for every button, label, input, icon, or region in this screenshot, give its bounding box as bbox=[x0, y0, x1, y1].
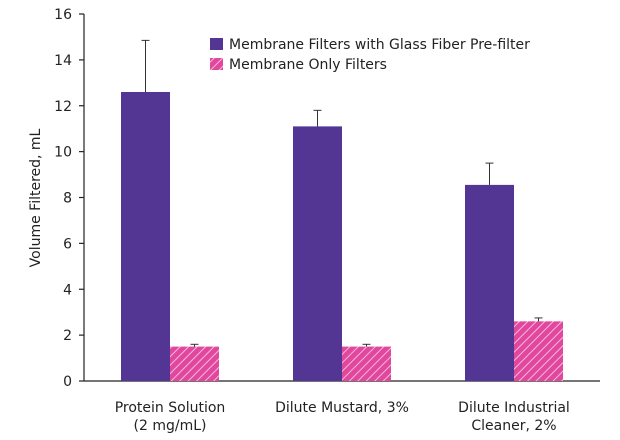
x-tick-label: Dilute Mustard, 3% bbox=[275, 400, 409, 416]
x-tick-label: (2 mg/mL) bbox=[134, 418, 207, 434]
y-tick-label: 0 bbox=[63, 374, 72, 390]
bar-series2-cat2 bbox=[342, 346, 391, 381]
y-tick-label: 2 bbox=[63, 328, 72, 344]
y-ticks: 0 2 4 6 8 10 12 14 16 bbox=[54, 7, 84, 390]
x-tick-label: Cleaner, 2% bbox=[471, 418, 556, 434]
bars bbox=[121, 91, 563, 382]
y-tick-label: 16 bbox=[54, 7, 72, 23]
bar-series2-cat1 bbox=[170, 346, 219, 381]
y-tick-label: 6 bbox=[63, 236, 72, 252]
legend-label-series1: Membrane Filters with Glass Fiber Pre-fi… bbox=[229, 37, 530, 53]
y-tick-label: 8 bbox=[63, 191, 72, 207]
legend-swatch-series2 bbox=[210, 58, 223, 70]
legend-swatch-series1 bbox=[210, 38, 223, 50]
x-tick-labels: Protein Solution (2 mg/mL) Dilute Mustard,… bbox=[115, 400, 570, 434]
y-axis-title: Volume Filtered, mL bbox=[28, 128, 44, 267]
error-bars bbox=[141, 39, 543, 347]
bar-series1-cat2 bbox=[293, 126, 342, 381]
y-tick-label: 12 bbox=[54, 99, 72, 115]
x-tick-label: Protein Solution bbox=[115, 400, 226, 416]
bar-series1-cat1 bbox=[121, 91, 170, 382]
legend: Membrane Filters with Glass Fiber Pre-fi… bbox=[210, 37, 530, 73]
bar-series2-cat3 bbox=[514, 321, 563, 381]
y-tick-label: 10 bbox=[54, 145, 72, 161]
y-tick-label: 14 bbox=[54, 53, 72, 69]
x-tick-label: Dilute Industrial bbox=[458, 400, 570, 416]
legend-label-series2: Membrane Only Filters bbox=[229, 57, 387, 73]
y-tick-label: 4 bbox=[63, 282, 72, 298]
bar-series1-cat3 bbox=[465, 184, 514, 381]
